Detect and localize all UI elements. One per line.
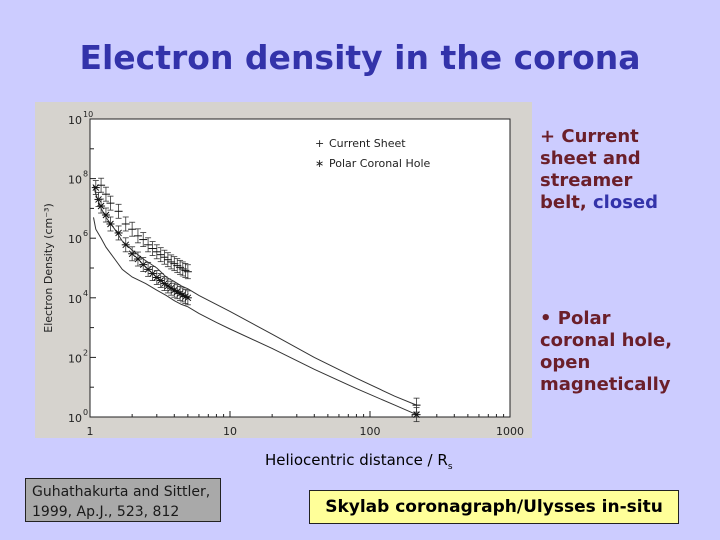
data-point bbox=[133, 228, 142, 244]
y-tick-exponent: 8 bbox=[83, 170, 88, 179]
note-text: Polar coronal hole, open magnetically bbox=[540, 308, 673, 395]
x-tick-label: 1000 bbox=[496, 425, 524, 438]
series-line bbox=[93, 185, 417, 406]
x-axis-caption: Heliocentric distance / Rs bbox=[265, 451, 453, 472]
source-box: Skylab coronagraph/Ulysses in-situ bbox=[309, 490, 679, 524]
data-point bbox=[152, 270, 161, 285]
slide-title: Electron density in the corona bbox=[79, 38, 641, 77]
legend-label: Current Sheet bbox=[329, 137, 406, 150]
data-point bbox=[160, 276, 169, 291]
x-tick-label: 1 bbox=[87, 425, 94, 438]
data-point bbox=[412, 407, 421, 423]
citation-line: 1999, Ap.J., 523, 812 bbox=[32, 504, 180, 520]
y-tick-label: 10 bbox=[68, 233, 82, 246]
note-current-sheet: + Current sheet and streamer belt, close… bbox=[540, 126, 680, 214]
data-point bbox=[114, 225, 123, 241]
data-point bbox=[121, 216, 130, 232]
x-axis-caption-sub: s bbox=[447, 462, 453, 472]
data-point bbox=[106, 195, 115, 211]
note-bullet-plus: + bbox=[540, 126, 562, 147]
data-point bbox=[148, 266, 157, 281]
data-point bbox=[152, 244, 161, 260]
note-bullet-dot: • bbox=[540, 308, 558, 329]
data-point bbox=[156, 247, 165, 263]
data-point bbox=[163, 252, 172, 268]
series-line bbox=[93, 217, 417, 416]
y-tick-label: 10 bbox=[68, 114, 82, 127]
y-tick-label: 10 bbox=[68, 293, 82, 306]
data-point bbox=[91, 180, 100, 195]
y-tick-label: 10 bbox=[68, 412, 82, 425]
legend-marker: ∗ bbox=[315, 157, 324, 170]
data-point bbox=[97, 198, 106, 214]
data-point bbox=[139, 232, 148, 247]
data-point bbox=[167, 254, 176, 270]
y-tick-label: 10 bbox=[68, 174, 82, 187]
citation-line: Guhathakurta and Sittler, bbox=[32, 484, 211, 500]
x-tick-label: 10 bbox=[223, 425, 237, 438]
legend-marker: + bbox=[315, 137, 324, 150]
data-point bbox=[183, 290, 192, 306]
y-tick-exponent: 4 bbox=[83, 289, 88, 298]
note-polar-hole: • Polar coronal hole, open magnetically bbox=[540, 308, 690, 396]
data-point bbox=[160, 249, 169, 265]
data-point bbox=[128, 246, 137, 262]
y-tick-exponent: 6 bbox=[83, 229, 88, 238]
data-point bbox=[114, 203, 123, 219]
data-point bbox=[106, 216, 115, 232]
note-text: Current sheet and streamer belt, bbox=[540, 126, 641, 213]
y-tick-label: 10 bbox=[68, 352, 82, 365]
legend-label: Polar Coronal Hole bbox=[329, 157, 431, 170]
data-point bbox=[148, 241, 157, 256]
y-axis-label: Electron Density (cm⁻³) bbox=[42, 203, 55, 333]
note-accent: closed bbox=[592, 192, 658, 213]
data-point bbox=[183, 264, 192, 280]
plot-frame bbox=[89, 118, 511, 418]
data-point bbox=[101, 186, 110, 202]
data-point bbox=[101, 207, 110, 223]
x-tick-label: 100 bbox=[360, 425, 381, 438]
data-point bbox=[144, 237, 153, 253]
data-point bbox=[128, 221, 137, 237]
y-tick-exponent: 2 bbox=[83, 348, 88, 357]
data-point bbox=[121, 237, 130, 253]
y-tick-exponent: 0 bbox=[83, 408, 88, 417]
y-tick-exponent: 10 bbox=[83, 110, 93, 119]
chart-panel: 1 10 100 1000 10 0 10 2 10 4 10 6 10 8 10 10 Electron De… bbox=[35, 102, 532, 438]
data-point bbox=[133, 251, 142, 267]
citation: Guhathakurta and Sittler, 1999, Ap.J., 5… bbox=[25, 478, 221, 522]
x-axis-caption-text: Heliocentric distance / R bbox=[265, 451, 448, 469]
